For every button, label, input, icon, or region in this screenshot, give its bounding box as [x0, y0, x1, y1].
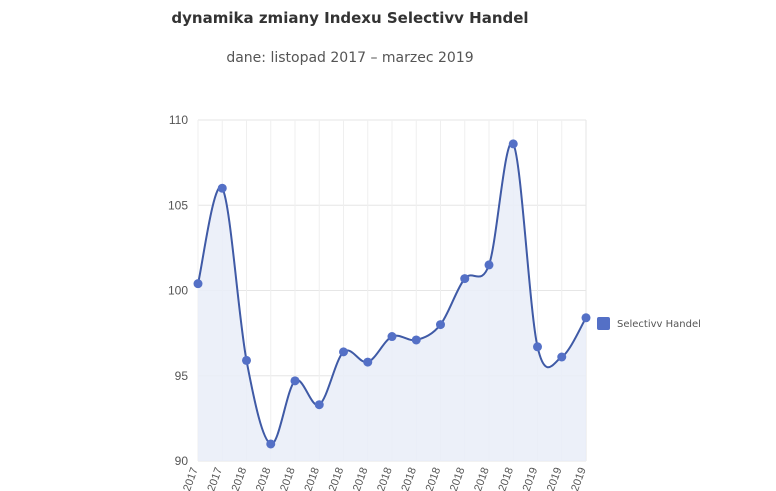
- y-axis-ticks: 90 95 100 105 110: [168, 113, 188, 468]
- x-tick-label: 2018: [351, 466, 371, 491]
- data-point: [484, 260, 494, 270]
- data-point: [411, 335, 421, 345]
- data-points: [193, 139, 591, 449]
- y-tick-label: 90: [175, 454, 189, 468]
- chart-subtitle: dane: listopad 2017 – marzec 2019: [226, 50, 474, 66]
- legend: Selectivv Handel: [597, 317, 701, 330]
- x-tick-label: 2017: [205, 466, 225, 491]
- data-point: [193, 279, 203, 289]
- x-tick-label: 2019: [569, 466, 589, 491]
- data-point: [217, 183, 227, 193]
- data-point: [557, 352, 567, 362]
- x-tick-label: 2018: [424, 466, 444, 491]
- data-point: [581, 313, 591, 323]
- data-point: [314, 400, 324, 410]
- data-point: [363, 357, 373, 367]
- chart-title: dynamika zmiany Indexu Selectivv Handel: [171, 9, 529, 27]
- x-tick-label: 2018: [278, 466, 298, 491]
- x-tick-label: 2019: [521, 466, 541, 491]
- x-tick-label: 2018: [496, 466, 516, 491]
- y-tick-label: 100: [168, 284, 188, 298]
- data-point: [508, 139, 518, 149]
- x-axis-ticks: 2017 2017 2018 2018 2018 2018 2018 2018 2018 2018…: [181, 466, 589, 491]
- x-tick-label: 2018: [472, 466, 492, 491]
- data-point: [460, 274, 470, 284]
- x-tick-label: 2018: [448, 466, 468, 491]
- data-point: [533, 342, 542, 352]
- x-tick-label: 2018: [375, 466, 395, 491]
- x-tick-label: 2019: [545, 466, 565, 491]
- data-point: [266, 439, 276, 449]
- x-tick-label: 2018: [254, 466, 274, 491]
- data-point: [436, 320, 445, 330]
- data-point: [387, 332, 397, 342]
- y-tick-label: 110: [169, 113, 188, 127]
- x-tick-label: 2018: [399, 466, 419, 491]
- x-tick-label: 2018: [302, 466, 322, 491]
- data-point: [242, 355, 251, 365]
- y-tick-label: 105: [168, 198, 188, 212]
- x-tick-label: 2018: [230, 466, 250, 491]
- y-tick-label: 95: [175, 369, 189, 383]
- data-point: [290, 376, 300, 386]
- legend-label: Selectivv Handel: [617, 319, 701, 330]
- x-tick-label: 2017: [181, 466, 201, 491]
- x-tick-label: 2018: [327, 466, 347, 491]
- legend-swatch: [597, 317, 610, 330]
- data-point: [339, 347, 348, 357]
